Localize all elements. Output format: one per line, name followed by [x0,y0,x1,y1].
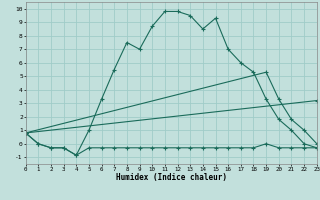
X-axis label: Humidex (Indice chaleur): Humidex (Indice chaleur) [116,173,227,182]
